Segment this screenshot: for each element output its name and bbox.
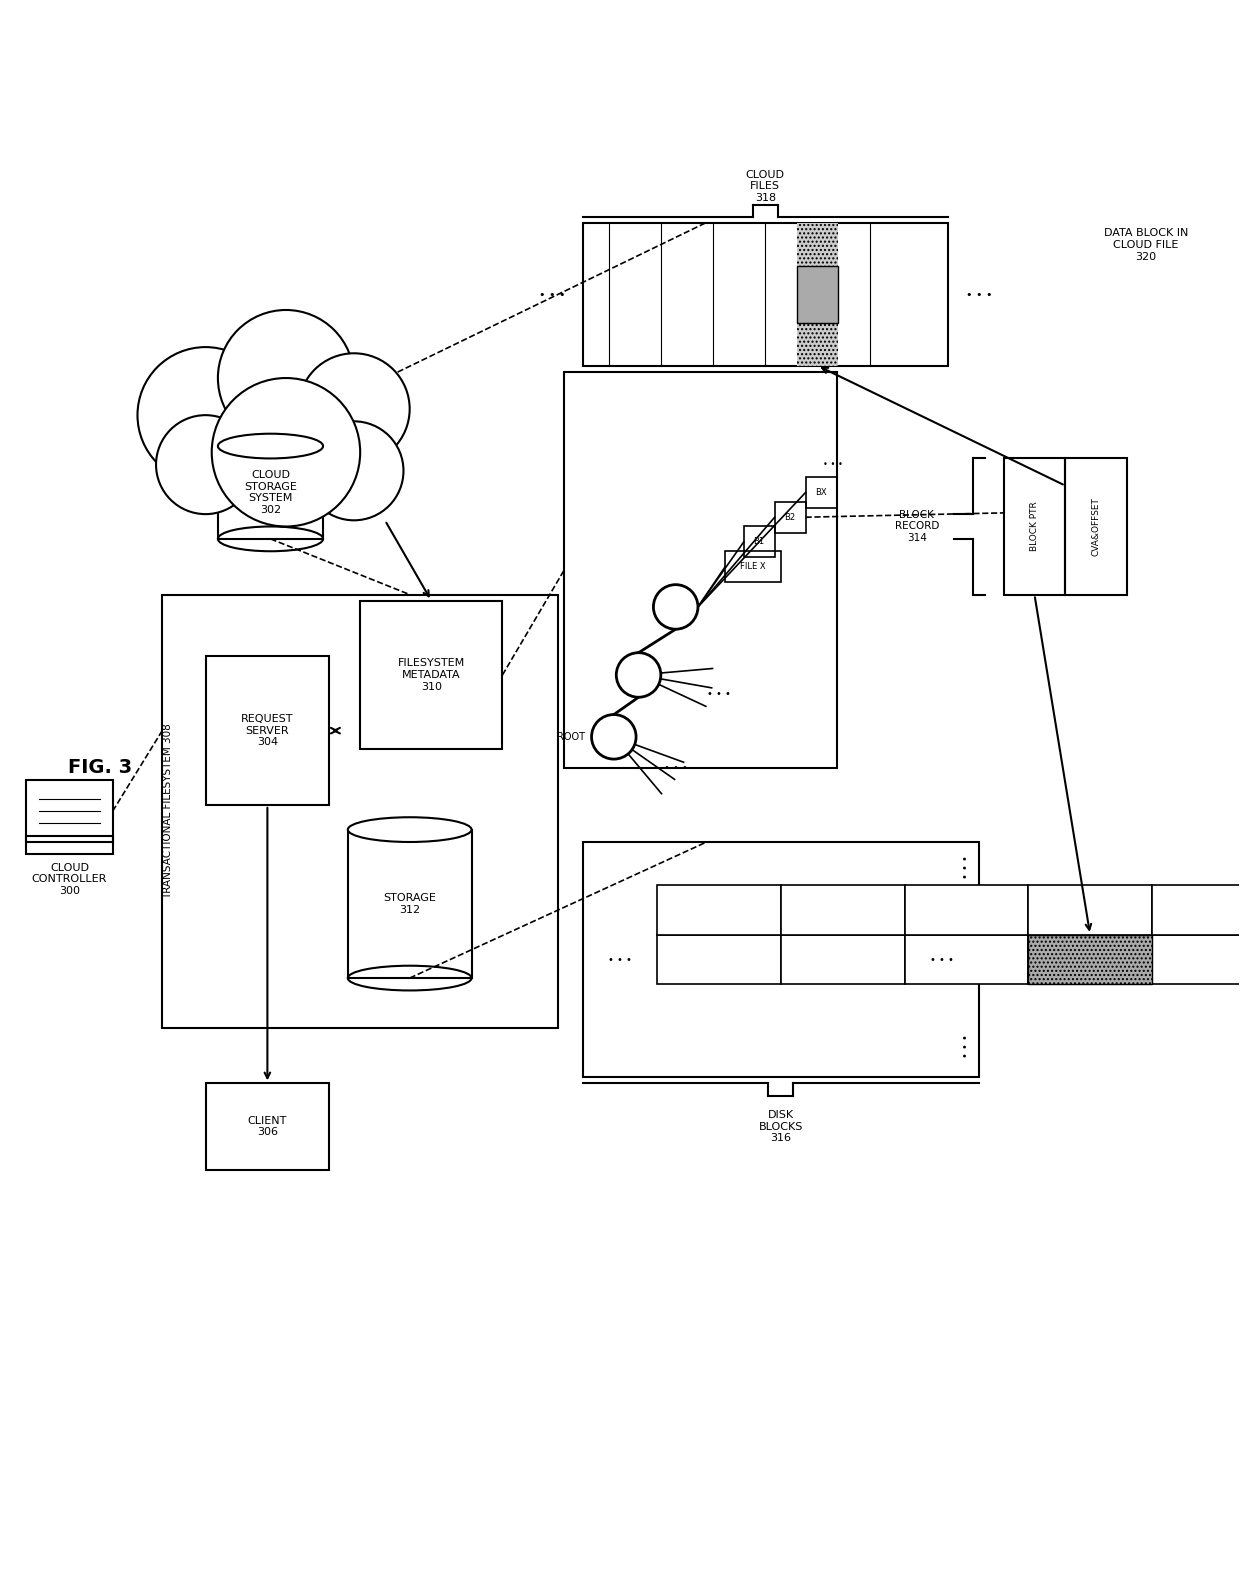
Ellipse shape: [218, 434, 324, 458]
Text: • • •: • • •: [538, 290, 565, 300]
Text: • • •: • • •: [966, 290, 992, 300]
Bar: [347, 829, 471, 978]
Circle shape: [591, 715, 636, 759]
Bar: [806, 477, 837, 507]
Text: BLOCK
RECORD
314: BLOCK RECORD 314: [895, 510, 939, 544]
Text: BX: BX: [815, 488, 827, 498]
Text: STORAGE
312: STORAGE 312: [383, 892, 436, 915]
Bar: [583, 842, 978, 1078]
Bar: [744, 526, 775, 558]
Bar: [360, 601, 502, 750]
Circle shape: [299, 353, 409, 464]
Text: FILE X: FILE X: [740, 563, 766, 571]
Ellipse shape: [347, 818, 471, 842]
Bar: [657, 935, 781, 984]
Bar: [781, 935, 904, 984]
Text: TRANSACTIONAL FILESYSTEM 308: TRANSACTIONAL FILESYSTEM 308: [164, 723, 174, 899]
Text: B1: B1: [754, 537, 765, 547]
Text: • • •: • • •: [930, 954, 954, 965]
Circle shape: [616, 653, 661, 697]
Text: CLOUD
STORAGE
SYSTEM
302: CLOUD STORAGE SYSTEM 302: [244, 471, 296, 515]
Text: • • •: • • •: [961, 1033, 971, 1059]
Bar: [1003, 458, 1065, 594]
Text: ROOT: ROOT: [557, 732, 584, 742]
Text: CLIENT
306: CLIENT 306: [248, 1116, 288, 1138]
Circle shape: [653, 585, 698, 629]
Bar: [725, 552, 781, 582]
Text: DATA BLOCK IN
CLOUD FILE
320: DATA BLOCK IN CLOUD FILE 320: [1104, 228, 1188, 262]
Circle shape: [305, 422, 403, 520]
Text: • • •: • • •: [663, 762, 688, 773]
Bar: [775, 502, 806, 533]
Bar: [1065, 458, 1127, 594]
Bar: [796, 223, 838, 366]
Bar: [796, 266, 838, 323]
Bar: [206, 656, 330, 805]
Bar: [218, 445, 324, 539]
Bar: [26, 835, 113, 854]
Bar: [904, 935, 1028, 984]
Circle shape: [156, 415, 255, 514]
Circle shape: [218, 311, 353, 445]
Text: FIG. 3: FIG. 3: [68, 758, 133, 777]
Text: DISK
BLOCKS
316: DISK BLOCKS 316: [759, 1110, 804, 1143]
Circle shape: [212, 379, 360, 526]
Bar: [1152, 886, 1240, 935]
Bar: [1028, 886, 1152, 935]
Text: • • •: • • •: [707, 688, 730, 699]
Text: CLOUD
CONTROLLER
300: CLOUD CONTROLLER 300: [32, 862, 107, 896]
Bar: [657, 886, 781, 935]
Text: BLOCK PTR: BLOCK PTR: [1030, 501, 1039, 552]
Text: CLOUD
FILES
318: CLOUD FILES 318: [746, 170, 785, 203]
Text: • • •: • • •: [961, 854, 971, 878]
Bar: [781, 886, 904, 935]
Bar: [904, 886, 1028, 935]
Bar: [162, 594, 558, 1027]
Circle shape: [138, 347, 274, 483]
Bar: [1028, 935, 1152, 984]
Text: B2: B2: [785, 512, 796, 521]
Bar: [1028, 935, 1152, 984]
Bar: [564, 372, 837, 767]
Bar: [583, 223, 947, 366]
Bar: [1152, 935, 1240, 984]
Bar: [206, 1083, 330, 1170]
Text: CVA&OFFSET: CVA&OFFSET: [1092, 498, 1101, 556]
Text: • • •: • • •: [608, 954, 632, 965]
Text: FILESYSTEM
METADATA
310: FILESYSTEM METADATA 310: [398, 658, 465, 691]
Bar: [26, 780, 113, 842]
Text: REQUEST
SERVER
304: REQUEST SERVER 304: [241, 713, 294, 747]
Text: • • •: • • •: [823, 460, 843, 469]
